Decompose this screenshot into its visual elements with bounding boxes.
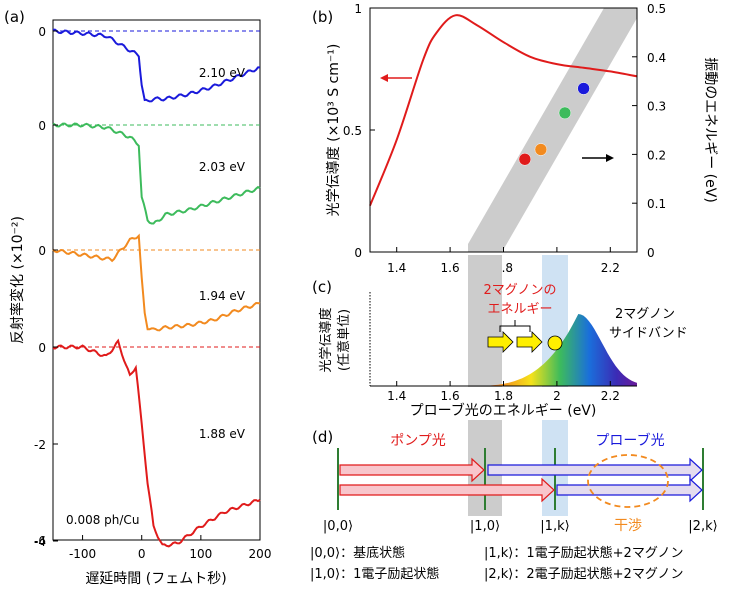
b-y2-tick-label-3: 0.3 bbox=[647, 100, 666, 114]
c-x-tick-label-4: 2.2 bbox=[601, 389, 620, 403]
panel-d: (d) ポンプ光 プローブ光 干渉 |0,0⟩ |1,0⟩ |1,k⟩ |2,k… bbox=[310, 420, 718, 582]
c-x-tick-label-1: 1.6 bbox=[441, 389, 460, 403]
oscillation-point-0 bbox=[518, 153, 532, 166]
panel-c-ylabel-line2: (任意単位) bbox=[336, 309, 352, 371]
x-tick-label-0: -100 bbox=[69, 547, 96, 561]
sideband-label-line2: サイドバンド bbox=[609, 326, 688, 341]
b-x-tick-label-4: 2.2 bbox=[601, 261, 620, 275]
panel-d-label: (d) bbox=[312, 428, 333, 446]
x-tick-label-2: 100 bbox=[189, 547, 212, 561]
pump-arrow-1 bbox=[339, 457, 485, 483]
photon-circle-icon bbox=[547, 335, 563, 351]
panel-a-ylabel: 反射率変化 (×10⁻²) bbox=[9, 216, 26, 344]
state-00-label: |0,0⟩ bbox=[323, 519, 353, 534]
panel-c-label: (c) bbox=[312, 278, 332, 296]
trace-1 bbox=[52, 122, 261, 225]
interference-label: 干渉 bbox=[614, 518, 642, 534]
magnon-energy-label-line2: エネルギー bbox=[487, 302, 552, 317]
magnon-energy-label-line1: 2マグノンの bbox=[483, 283, 556, 298]
arrow-icon-1 bbox=[487, 331, 514, 353]
oscillation-point-1 bbox=[534, 143, 548, 156]
panel-b: (b) 1.41.61.822.2 00.51 00.10.20.30.40.5… bbox=[312, 2, 718, 275]
probe-arrow-1 bbox=[487, 457, 703, 483]
c-x-tick-label-3: 2 bbox=[553, 389, 561, 403]
b-x-tick-label-0: 1.4 bbox=[387, 261, 406, 275]
sideband-label-line1: 2マグノン bbox=[615, 307, 675, 322]
panel-c-sideband-spectrum bbox=[466, 314, 637, 386]
panel-a-xlabel: 遅延時間 (フェムト秒) bbox=[85, 571, 226, 587]
legend-10: |1,0⟩：1電子励起状態 bbox=[310, 566, 439, 582]
series-label-2: 1.94 eV bbox=[199, 289, 246, 303]
panel-c-ylabel-line1: 光学伝導度 bbox=[318, 307, 334, 372]
panel-c: (c) 1.4 1.6 1.8 2 2.2 2マグノンの エネルギー 2マグノン サイド… bbox=[312, 255, 688, 419]
y-tick-label-0: 0 bbox=[38, 25, 46, 39]
pump-arrow-2 bbox=[339, 477, 555, 503]
b-y2-tick-label-1: 0.1 bbox=[647, 197, 666, 211]
pump-label: ポンプ光 bbox=[390, 433, 446, 449]
c-x-tick-label-2: 1.8 bbox=[494, 389, 513, 403]
panel-b-y2-ticks: 0 0.1 0.2 0.3 0.4 0.5 bbox=[632, 2, 666, 260]
panel-b-ylabel: 光学伝導度 (×10³ S cm⁻¹) bbox=[326, 44, 342, 217]
x-tick-label-3: 200 bbox=[249, 547, 272, 561]
oscillation-point-3 bbox=[577, 82, 590, 95]
trace-2 bbox=[52, 233, 261, 332]
y-tick-label-5: -4 bbox=[34, 535, 46, 549]
panel-a-label: (a) bbox=[4, 8, 25, 26]
panel-a-frame bbox=[52, 19, 261, 541]
state-10-label: |1,0⟩ bbox=[470, 519, 500, 534]
legend-1k: |1,k⟩：1電子励起状態+2マグノン bbox=[484, 545, 684, 561]
y-tick-label-min: -6 bbox=[34, 534, 46, 548]
panel-b-y-ticks: 00.51 bbox=[343, 2, 375, 260]
b-y-tick-label-0: 0 bbox=[354, 246, 362, 260]
series-label-1: 2.03 eV bbox=[199, 160, 246, 174]
panel-b-right-arrowhead bbox=[606, 154, 614, 162]
panel-a-x-ticks: -100 0 100 200 bbox=[69, 535, 271, 561]
state-1k-label: |1,k⟩ bbox=[540, 519, 569, 534]
panel-a: (a) 0 0 0 0 -2 -4-6 -100 0 100 200 2.10 eV 2.03 e… bbox=[4, 8, 271, 587]
panel-b-label: (b) bbox=[312, 8, 333, 26]
probe-label: プローブ光 bbox=[595, 432, 664, 449]
magnon-bracket bbox=[499, 320, 531, 332]
panel-c-x-ticks: 1.4 1.6 1.8 2 2.2 bbox=[387, 381, 620, 403]
b-y2-tick-label-0: 0 bbox=[647, 246, 655, 260]
panel-b-x-ticks: 1.41.61.822.2 bbox=[387, 247, 620, 275]
panel-b-plot bbox=[369, 14, 638, 207]
arrow-icon-2 bbox=[516, 331, 543, 353]
b-y2-tick-label-5: 0.5 bbox=[647, 2, 666, 16]
c-x-tick-label-0: 1.4 bbox=[387, 389, 406, 403]
panel-a-fluence: 0.008 ph/Cu bbox=[66, 513, 139, 527]
panel-a-series bbox=[52, 28, 261, 548]
interference-ellipse bbox=[587, 454, 669, 508]
conductivity-curve bbox=[369, 14, 638, 207]
series-label-0: 2.10 eV bbox=[199, 66, 246, 80]
b-y-tick-label-1: 0.5 bbox=[343, 124, 362, 138]
panel-b-gray-band bbox=[468, 8, 637, 252]
y-tick-label-2: 0 bbox=[38, 244, 46, 258]
panel-a-y-ticks: 0 0 0 0 -2 -4-6 bbox=[34, 25, 58, 549]
panel-b-y2label: 振動のエネルギー (eV) bbox=[702, 57, 718, 203]
legend-2k: |2,k⟩：2電子励起状態+2マグノン bbox=[484, 566, 684, 582]
panel-a-series-labels: 2.10 eV 2.03 eV 1.94 eV 1.88 eV bbox=[199, 66, 246, 441]
b-y2-tick-label-2: 0.2 bbox=[647, 148, 666, 162]
panel-b-left-arrowhead bbox=[380, 74, 388, 82]
oscillation-point-2 bbox=[558, 106, 572, 120]
series-label-3: 1.88 eV bbox=[199, 427, 246, 441]
y-tick-label-4: -2 bbox=[34, 438, 46, 452]
panel-c-gray-band bbox=[468, 255, 502, 387]
trace-0 bbox=[52, 28, 260, 103]
b-y-tick-label-2: 1 bbox=[354, 2, 362, 16]
probe-arrow-2 bbox=[556, 477, 703, 503]
panel-c-xlabel: プローブ光のエネルギー (eV) bbox=[410, 402, 597, 419]
legend-00: |0,0⟩：基底状態 bbox=[310, 545, 405, 561]
x-tick-label-1: 0 bbox=[138, 547, 146, 561]
y-tick-label-1: 0 bbox=[38, 119, 46, 133]
b-y2-tick-label-4: 0.4 bbox=[647, 51, 666, 65]
state-2k-label: |2,k⟩ bbox=[688, 519, 717, 534]
trace-3 bbox=[52, 338, 261, 548]
y-tick-label-3: 0 bbox=[38, 341, 46, 355]
b-x-tick-label-1: 1.6 bbox=[441, 261, 460, 275]
